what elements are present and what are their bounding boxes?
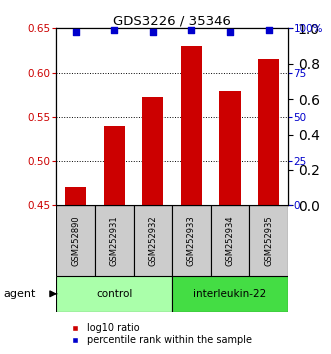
Text: interleukin-22: interleukin-22 [193,289,267,299]
Text: GSM252931: GSM252931 [110,215,119,266]
Text: control: control [96,289,132,299]
Bar [56,205,95,276]
Title: GDS3226 / 35346: GDS3226 / 35346 [113,14,231,27]
Bar [95,205,133,276]
Text: agent: agent [3,289,36,299]
Bar [211,205,249,276]
Text: GSM252890: GSM252890 [71,215,80,266]
Point [266,27,271,33]
Bar [56,276,172,312]
Point [150,29,156,35]
Bar [104,126,125,205]
Bar [219,91,241,205]
Bar [133,205,172,276]
Bar [249,205,288,276]
Legend: log10 ratio, percentile rank within the sample: log10 ratio, percentile rank within the … [61,319,256,349]
Bar [142,97,164,205]
Point [189,27,194,33]
Text: GSM252934: GSM252934 [225,215,235,266]
Text: GSM252935: GSM252935 [264,215,273,266]
Bar [181,46,202,205]
Point [73,29,78,35]
Bar [172,276,288,312]
Text: GSM252933: GSM252933 [187,215,196,266]
Bar [172,205,211,276]
Bar [65,187,86,205]
Point [112,27,117,33]
Point [227,29,233,35]
Bar [258,59,279,205]
Text: GSM252932: GSM252932 [148,215,157,266]
